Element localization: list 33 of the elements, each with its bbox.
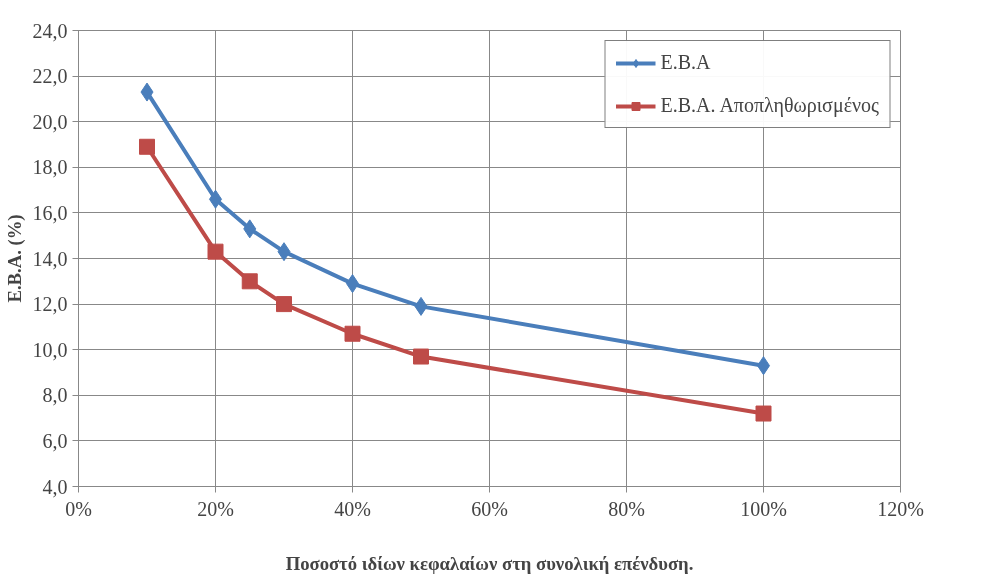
y-tick-label: 18,0 <box>32 156 68 179</box>
point <box>413 348 429 365</box>
x-tick-label: 20% <box>197 497 234 520</box>
y-tick-label: 10,0 <box>32 338 68 361</box>
point <box>277 242 291 262</box>
y-tick-label: 12,0 <box>32 293 68 316</box>
point <box>139 138 155 155</box>
y-tick-label: 20,0 <box>32 110 68 133</box>
point <box>140 82 154 102</box>
y-tick-label: 22,0 <box>32 65 68 88</box>
x-tick-label: 40% <box>334 497 371 520</box>
point <box>755 405 772 422</box>
x-tick-label: 120% <box>877 497 924 520</box>
point <box>344 325 361 342</box>
legend-label: Ε.Β.Α <box>660 51 711 74</box>
y-tick-label: 6,0 <box>42 429 68 452</box>
x-tick-label: 60% <box>471 497 508 520</box>
y-tick-label: 16,0 <box>32 201 68 224</box>
y-tick-label: 24,0 <box>32 19 68 42</box>
point <box>207 243 224 260</box>
y-tick-label: 14,0 <box>32 247 68 270</box>
x-tick-label: 80% <box>608 497 645 520</box>
legend-label: Ε.Β.Α. Αποπληθωρισμένος <box>660 94 879 117</box>
x-axis-title: Ποσοστό ιδίων κεφαλαίων στη συνολική επένδυση. <box>285 552 694 574</box>
y-tick-label: 8,0 <box>42 384 68 407</box>
point <box>276 296 292 313</box>
y-tick-label: 4,0 <box>42 475 68 498</box>
point <box>243 219 257 239</box>
point <box>241 273 258 290</box>
y-axis-title: Ε.Β.Α. (%) <box>3 214 26 303</box>
x-tick-label: 100% <box>740 497 787 520</box>
x-tick-label: 0% <box>65 497 92 520</box>
point <box>414 296 428 316</box>
